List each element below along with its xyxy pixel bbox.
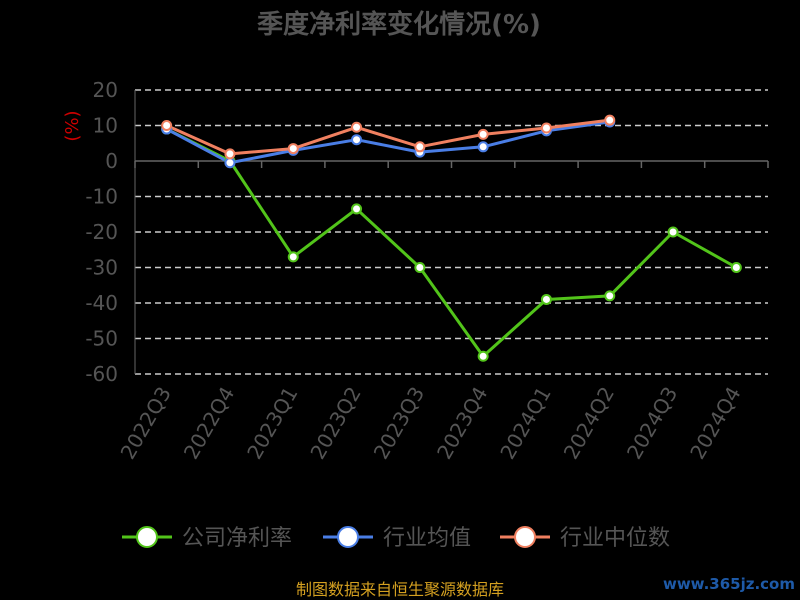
x-tick-label: 2023Q1: [242, 383, 302, 464]
data-point: [287, 251, 299, 263]
x-tick-label: 2024Q4: [685, 383, 745, 464]
grid-lines: [135, 89, 768, 375]
data-point: [477, 141, 489, 153]
y-tick-label: -30: [85, 256, 118, 280]
x-tick-label: 2024Q2: [559, 383, 619, 464]
data-point: [604, 290, 616, 302]
data-point: [477, 350, 489, 362]
data-point: [540, 293, 552, 305]
data-point: [540, 122, 552, 134]
series-line-1: [165, 120, 610, 165]
data-point: [351, 203, 363, 215]
series-points: [161, 114, 742, 362]
x-tick-label: 2023Q4: [432, 383, 492, 464]
y-tick-label: -40: [85, 291, 118, 315]
y-axis-unit: (%): [62, 110, 83, 141]
data-point: [224, 148, 236, 160]
data-point: [351, 121, 363, 133]
x-tick-label: 2024Q3: [622, 383, 682, 464]
y-tick-label: -60: [85, 362, 118, 386]
y-tick-labels: 20 10 0 -10 -20 -30 -40 -50 -60: [85, 78, 118, 386]
legend-swatch-marker: [337, 526, 359, 548]
data-source-note: 制图数据来自恒生聚源数据库: [296, 580, 504, 599]
data-point: [224, 157, 236, 169]
data-point: [414, 141, 426, 153]
legend-label: 公司净利率: [182, 526, 292, 551]
x-tick-label: 2022Q3: [116, 383, 176, 464]
data-point: [161, 120, 173, 131]
x-tick-label: 2023Q3: [369, 383, 429, 464]
legend-swatch-marker: [514, 526, 536, 548]
data-point: [414, 262, 426, 273]
watermark: www.365jz.com: [663, 575, 795, 593]
data-point: [667, 226, 679, 238]
legend-label: 行业均值: [383, 526, 471, 551]
data-point: [287, 143, 299, 155]
chart-title: 季度净利率变化情况(%): [257, 9, 541, 40]
y-tick-label: -20: [85, 220, 118, 244]
series-line-0: [165, 127, 738, 358]
data-point: [604, 114, 616, 126]
series-lines: [165, 118, 738, 358]
y-tick-label: 20: [93, 78, 118, 102]
legend-label: 行业中位数: [560, 526, 670, 551]
data-point: [477, 128, 489, 140]
data-point: [730, 262, 742, 273]
y-tick-label: 0: [105, 149, 118, 173]
x-tick-label: 2024Q1: [495, 383, 555, 464]
y-tick-label: -10: [85, 185, 118, 209]
data-point: [351, 134, 363, 146]
series-line-2: [166, 118, 610, 156]
x-tick-label: 2022Q4: [179, 383, 239, 464]
y-tick-label: 10: [93, 114, 118, 138]
legend: 公司净利率 行业均值 行业中位数: [122, 526, 670, 551]
x-tick-labels: 2022Q3 2022Q4 2023Q1 2023Q2 2023Q3 2023Q4 2024…: [116, 383, 746, 464]
y-tick-label: -50: [85, 327, 118, 351]
axes: [134, 90, 769, 374]
legend-swatch-marker: [136, 526, 158, 548]
x-tick-label: 2023Q2: [305, 383, 365, 464]
